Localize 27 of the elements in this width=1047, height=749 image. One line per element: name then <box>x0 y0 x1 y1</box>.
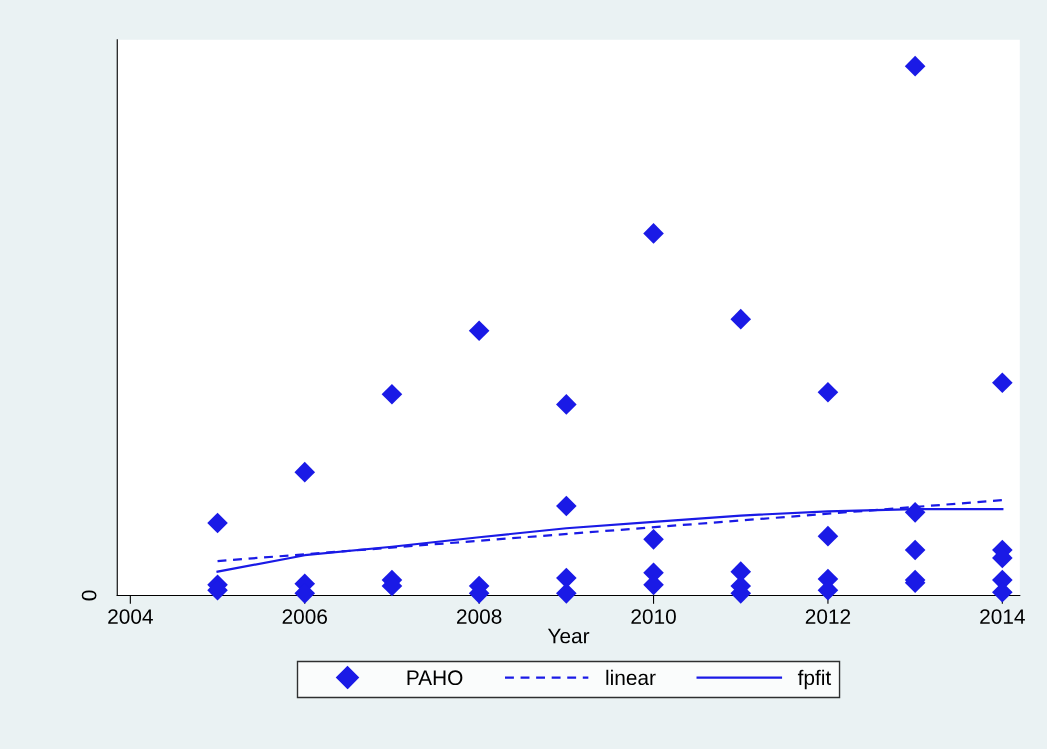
point <box>556 495 577 517</box>
point <box>904 539 926 561</box>
point <box>643 223 664 244</box>
point <box>207 512 228 534</box>
point <box>904 55 926 77</box>
x-tick-label: 2012 <box>805 609 851 624</box>
x-tick-label: 2004 <box>108 609 153 624</box>
legend-label: fpfit <box>797 669 832 690</box>
point <box>904 502 926 523</box>
text: 0 <box>81 590 97 601</box>
point <box>817 525 839 547</box>
x-tick-label: 2010 <box>631 609 676 624</box>
legend-label: PAHO <box>407 670 463 686</box>
point <box>992 372 1013 393</box>
point <box>556 394 577 415</box>
point <box>294 461 316 483</box>
point <box>730 308 752 330</box>
x-tick-label: 2008 <box>457 609 502 624</box>
point <box>817 381 839 403</box>
x-tick-label: 2006 <box>282 609 327 624</box>
point <box>556 583 577 604</box>
point <box>468 320 490 342</box>
legend-label: linear <box>606 669 656 686</box>
x-axis-title: Year <box>547 628 590 644</box>
point <box>643 529 664 550</box>
x-tick-label: 2014 <box>980 609 1025 624</box>
point <box>381 384 403 405</box>
